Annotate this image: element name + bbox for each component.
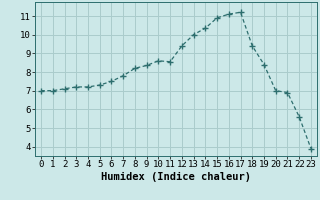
X-axis label: Humidex (Indice chaleur): Humidex (Indice chaleur) [101,172,251,182]
